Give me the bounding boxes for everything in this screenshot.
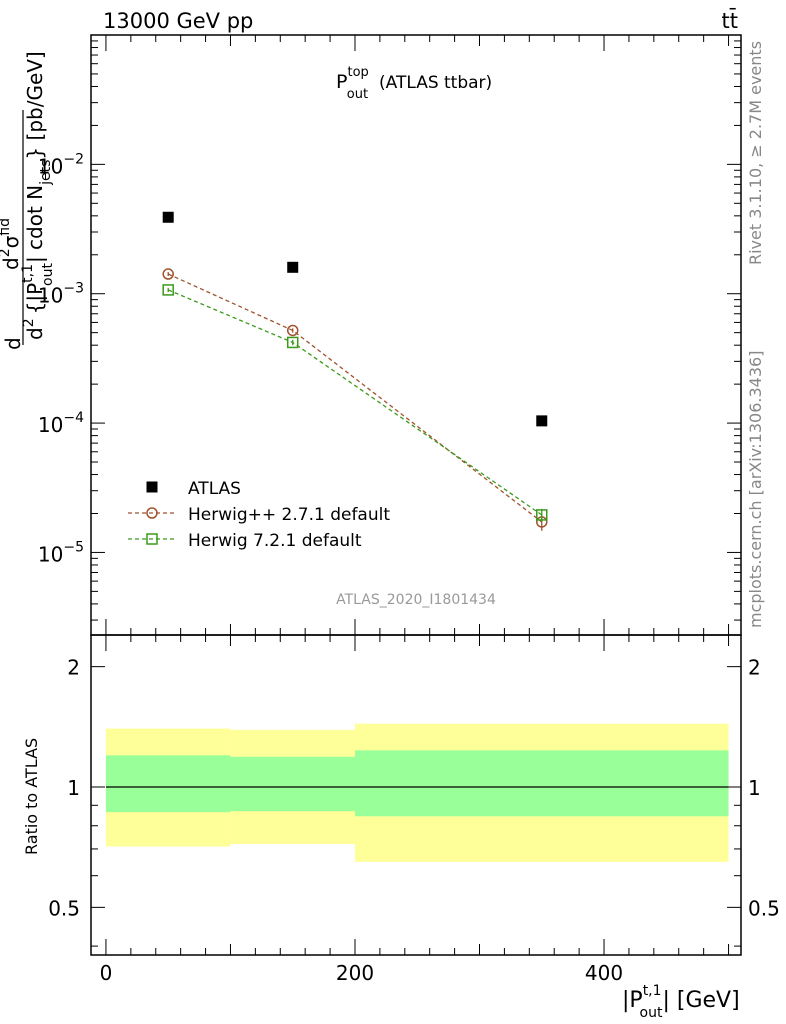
title-sub: out [347,87,368,102]
ylabel-brace: {|P [23,283,47,315]
x-axis-label: |Pt,1 out| [GeV] [622,983,740,1021]
svg-text:d: d [1,337,25,350]
ylabel-sigma: σ [0,235,23,248]
data-point [162,211,174,223]
y-tick-label: 10−2 [38,151,84,178]
title-main: P [336,71,347,93]
legend-marker [146,507,158,519]
data-series [162,211,548,531]
y-tick-base: 10 [38,542,63,566]
ylabel-two: 2 [21,318,37,327]
data-point [286,336,299,349]
title-sup: top [347,65,368,80]
x-tick-label: 400 [585,961,623,985]
y-tick-exp: −3 [63,281,84,297]
ratio-y-label: Ratio to ATLAS [22,738,41,855]
legend-label: ATLAS [188,479,241,499]
x-tick-label: 200 [336,961,374,985]
y-tick-exp: −4 [63,410,84,426]
header-process: tt̄ [722,8,738,33]
ratio-inner-band-0 [105,755,231,813]
y-tick-base: 10 [38,154,63,178]
ratio-tick-label-left: 1 [67,776,80,800]
ratio-bands [105,723,729,862]
ratio-tick-label-right: 1 [748,776,761,800]
analysis-label: ATLAS_2020_I1801434 [336,592,496,608]
data-point [536,415,548,427]
title-suffix: (ATLAS ttbar) [379,73,492,93]
y-tick-base: 10 [38,284,63,308]
y-tick-label: 10−3 [38,281,84,308]
plot-title: Ptop out [336,65,369,102]
mcplots-label: mcplots.cern.ch [arXiv:1306.3436] [746,351,765,628]
data-point [286,324,299,337]
rivet-label: Rivet 3.1.10, ≥ 2.7M events [746,41,765,265]
ylabel-t1: t,1 [20,264,36,283]
data-point [287,261,299,273]
y-tick-label: 10−5 [38,539,84,566]
svg-text:d2σfid: d2σfid [0,218,23,270]
ratio-tick-label-left: 0.5 [48,896,80,920]
ratio-tick-label-right: 2 [748,656,761,680]
legend: ATLAS Herwig++ 2.7.1 default Herwig 7.2.1 … [128,479,390,551]
ylabel-d: d [1,337,25,350]
ylabel-cdot: | cdot N [23,185,47,263]
data-point [162,268,174,280]
ratio-tick-label-right: 0.5 [748,896,780,920]
xlabel-sub: out [640,1005,663,1021]
ylabel-out: out [40,263,56,286]
legend-marker [146,481,158,493]
data-point [162,284,174,296]
ratio-inner-band-2 [354,750,729,817]
ylabel-fid: fid [0,218,13,236]
legend-label: Herwig 7.2.1 default [188,531,362,551]
ratio-tick-label-left: 2 [67,656,80,680]
y-tick-exp: −5 [63,539,84,555]
ratio-inner-band-1 [230,756,355,812]
ylabel-sigma-d: d [0,257,23,270]
ratio-frame [90,634,742,956]
legend-label: Herwig++ 2.7.1 default [188,505,390,525]
xlabel-p: |P [622,988,643,1013]
ylabel-close: } [pb/GeV] [23,51,47,159]
y-tick-label: 10−4 [38,410,84,437]
y-tick-exp: −2 [63,151,84,167]
data-point [536,509,548,521]
header-energy: 13000 GeV pp [103,9,253,33]
x-tick-label: 0 [100,961,113,985]
xlabel-suffix: | [GeV] [662,988,739,1013]
ylabel-d2: d [23,327,47,340]
ylabel-jets: jets [38,160,54,186]
axis-ticks: 10−210−310−410−52 21 10.5 0.50 200 400 [38,34,780,985]
legend-marker [146,533,158,545]
y-tick-base: 10 [38,413,63,437]
xlabel-sup: t,1 [643,983,662,999]
